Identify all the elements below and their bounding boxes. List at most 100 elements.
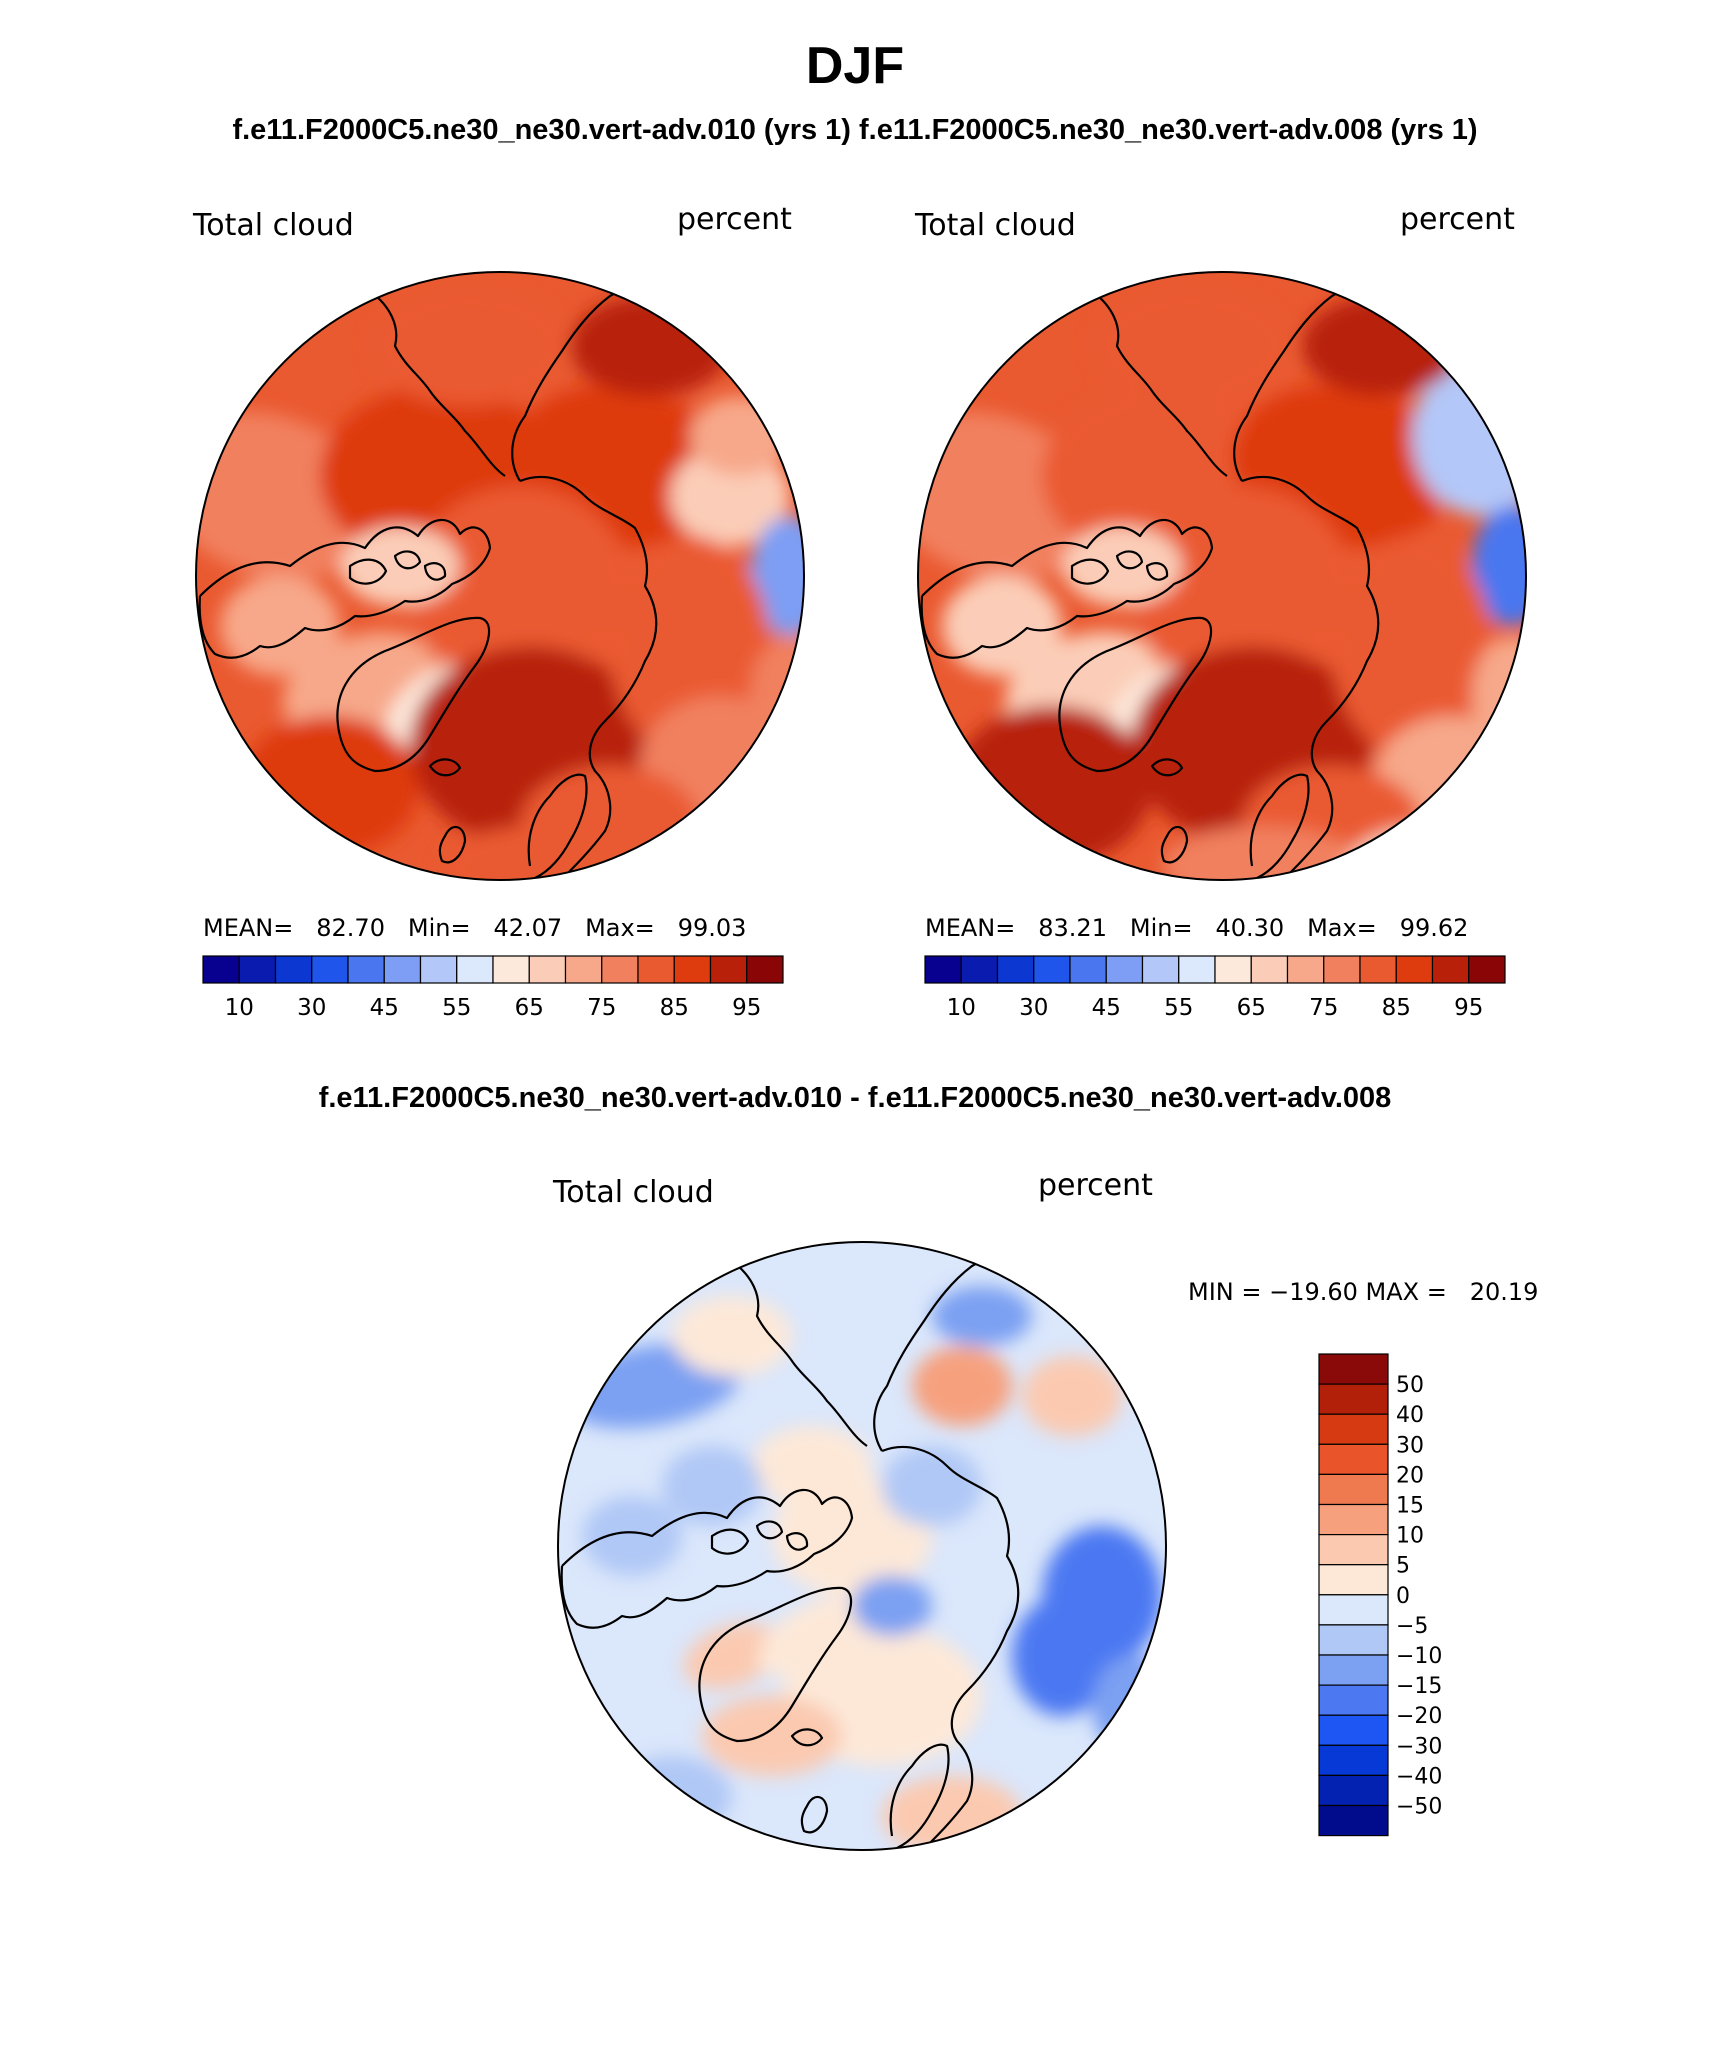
eurasia-coast [1241, 476, 1380, 880]
iceland-coast [428, 758, 462, 777]
colorbar-box [419, 955, 458, 984]
map-border [917, 271, 1527, 881]
field-region [690, 396, 790, 476]
colorbar-box [1318, 1774, 1389, 1807]
left-polar-map [195, 271, 805, 881]
uk-coast [800, 1795, 829, 1834]
left-variable-label: Total cloud [193, 208, 354, 243]
field-region [1022, 1356, 1122, 1436]
colorbar-box [709, 955, 748, 984]
colorbar-tick-label: −50 [1396, 1795, 1442, 1820]
colorbar-tick-label: 45 [1092, 995, 1121, 1021]
colorbar-tick-label: −15 [1396, 1674, 1442, 1699]
colorbar-tick-label: −40 [1396, 1764, 1442, 1789]
colorbar-tick-label: 5 [1396, 1554, 1410, 1579]
field-region [750, 516, 804, 636]
colorbar-box [1318, 1654, 1389, 1686]
colorbar-box [1395, 955, 1434, 984]
colorbar-box [1318, 1353, 1389, 1385]
field-region [882, 1446, 982, 1526]
colorbar-box [1286, 955, 1325, 984]
field-region [702, 1696, 842, 1776]
arctic-islands [1070, 550, 1169, 585]
field-region [952, 706, 1152, 866]
greenland-coast [336, 616, 491, 773]
uk-coast [438, 825, 467, 864]
field-region [370, 286, 570, 406]
colorbar-box [1033, 955, 1071, 984]
colorbar-box [456, 955, 494, 984]
colorbar-tick-label: 15 [1396, 1494, 1424, 1519]
iceland-coast [790, 1728, 824, 1747]
colorbar-box [1178, 955, 1216, 984]
colorbar-box [1468, 955, 1506, 984]
arctic-islands [710, 1520, 809, 1555]
colorbar-box [311, 955, 349, 984]
field-region [240, 716, 420, 856]
right-polar-map [917, 271, 1527, 881]
colorbar-tick-label: 75 [587, 995, 616, 1021]
colorbar-tick-label: 55 [442, 995, 471, 1021]
left-stats: MEAN= 82.70 Min= 42.07 Max= 99.03 [203, 914, 747, 942]
field-region [410, 486, 630, 686]
colorbar-box [996, 955, 1035, 984]
colorbar-box [673, 955, 712, 984]
colorbar-tick-label: 20 [1396, 1463, 1424, 1488]
colorbar-box [746, 955, 784, 984]
colorbar-tick-label: 10 [1396, 1524, 1424, 1549]
arctic-islands [348, 550, 447, 585]
colorbar-box [601, 955, 639, 984]
diff-polar-map [557, 1241, 1167, 1851]
colorbar-tick-label: −30 [1396, 1734, 1442, 1759]
colorbar-tick-label: −5 [1396, 1614, 1428, 1639]
colorbar-box [1431, 955, 1470, 984]
field-region [1012, 1596, 1112, 1716]
colorbar-tick-label: 85 [660, 995, 689, 1021]
colorbar-box [1318, 1413, 1389, 1445]
colorbar-box [528, 955, 567, 984]
alaska-coast [1091, 290, 1228, 477]
field-region [757, 1596, 867, 1676]
field-region [1092, 1656, 1166, 1756]
colorbar-tick-label: 75 [1309, 995, 1338, 1021]
difference-title: f.e11.F2000C5.ne30_ne30.vert-adv.010 - f… [318, 1082, 1392, 1114]
map-border [195, 271, 805, 881]
colorbar-tick-label: 55 [1164, 995, 1193, 1021]
colorbar-tick-label: 95 [1454, 995, 1483, 1021]
scandinavia-coast [889, 1743, 950, 1849]
colorbar-tick-label: 30 [1396, 1433, 1424, 1458]
field-region [942, 576, 1062, 676]
colorbar-tick-label: 65 [1237, 995, 1266, 1021]
colorbar-box [1318, 1714, 1389, 1746]
field-region [1332, 536, 1492, 756]
field-region [1132, 486, 1352, 686]
colorbar-box [637, 955, 675, 984]
colorbar-tick-label: 50 [1396, 1373, 1424, 1398]
colorbar-box [1318, 1383, 1389, 1415]
alaska-coast [731, 1260, 868, 1447]
colorbar-box [1318, 1443, 1389, 1476]
colorbar-tick-label: 85 [1382, 995, 1411, 1021]
eurasia-coast [881, 1446, 1020, 1850]
field-region [1162, 826, 1362, 880]
colorbar-box [492, 955, 530, 984]
colorbar-box [1250, 955, 1289, 984]
colorbar-box [238, 955, 277, 984]
colorbar-box [1318, 1564, 1389, 1596]
colorbar-box [1318, 1684, 1389, 1716]
greenland-coast [1058, 616, 1213, 773]
field-region [852, 1576, 932, 1636]
field-region [1302, 296, 1462, 396]
left-units-label: percent [677, 202, 792, 237]
uk-coast [1160, 825, 1189, 864]
coastlines [198, 282, 776, 880]
left-colorbar: 10 30 45 55 65 75 85 95 [202, 955, 784, 1021]
field-region [220, 576, 340, 676]
diff-units-label: percent [1038, 1168, 1153, 1203]
field-region [683, 1623, 781, 1689]
eurasia-coast [519, 476, 658, 880]
colorbar-box [1105, 955, 1144, 984]
colorbar-box [1318, 1534, 1389, 1566]
alaska-coast [369, 290, 506, 477]
